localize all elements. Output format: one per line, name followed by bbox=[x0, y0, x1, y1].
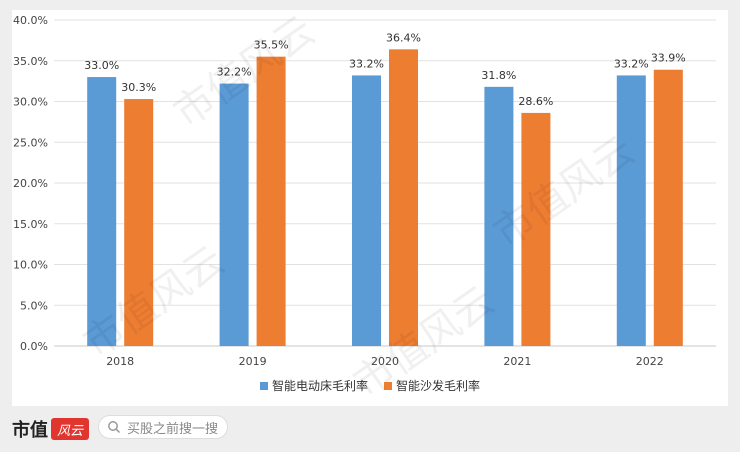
y-axis: 0.0% 5.0% 10.0% 15.0% 20.0% 25.0% 30.0% 35.0% 40… bbox=[13, 14, 48, 353]
legend-swatch bbox=[260, 382, 268, 390]
x-tick-label: 2020 bbox=[371, 355, 399, 368]
bars: 33.0%30.3%32.2%35.5%33.2%36.4%31.8%28.6%… bbox=[84, 31, 686, 347]
grid bbox=[54, 19, 716, 347]
bar bbox=[521, 112, 551, 346]
bar bbox=[256, 56, 286, 347]
data-label: 32.2% bbox=[217, 66, 252, 79]
y-tick-label: 20.0% bbox=[13, 177, 48, 190]
y-tick-label: 10.0% bbox=[13, 259, 48, 272]
search-box[interactable]: 买股之前搜一搜 bbox=[98, 415, 228, 439]
data-label: 31.8% bbox=[481, 69, 516, 82]
legend: 智能电动床毛利率 智能沙发毛利率 bbox=[260, 378, 480, 393]
legend-label: 智能电动床毛利率 bbox=[272, 378, 368, 393]
data-label: 30.3% bbox=[121, 81, 156, 94]
data-label: 36.4% bbox=[386, 31, 421, 44]
y-tick-label: 0.0% bbox=[20, 340, 48, 353]
y-tick-label: 25.0% bbox=[13, 136, 48, 149]
bar bbox=[616, 75, 646, 347]
bar bbox=[124, 99, 154, 347]
brand-logo: 市值 风云 bbox=[12, 416, 89, 442]
y-tick-label: 5.0% bbox=[20, 299, 48, 312]
data-label: 33.9% bbox=[651, 52, 686, 65]
x-tick-label: 2022 bbox=[636, 355, 664, 368]
bar bbox=[389, 49, 418, 347]
y-tick-label: 15.0% bbox=[13, 218, 48, 231]
y-tick-label: 30.0% bbox=[13, 96, 48, 109]
legend-swatch bbox=[384, 382, 392, 390]
search-icon bbox=[108, 421, 121, 434]
data-label: 28.6% bbox=[518, 95, 553, 108]
bar-chart: 0.0% 5.0% 10.0% 15.0% 20.0% 25.0% 30.0% 35.0% 40… bbox=[13, 14, 716, 393]
legend-label: 智能沙发毛利率 bbox=[396, 378, 480, 393]
bar bbox=[219, 83, 249, 346]
bar bbox=[484, 86, 514, 346]
bar bbox=[352, 75, 381, 347]
footer-bar: 市值 风云 买股之前搜一搜 bbox=[0, 406, 740, 452]
y-tick-label: 35.0% bbox=[13, 55, 48, 68]
x-tick-label: 2018 bbox=[106, 355, 134, 368]
y-tick-label: 40.0% bbox=[13, 14, 48, 27]
search-placeholder: 买股之前搜一搜 bbox=[127, 421, 219, 437]
x-axis: 2018 2019 2020 2021 2022 bbox=[106, 355, 664, 368]
x-tick-label: 2019 bbox=[239, 355, 267, 368]
chart-card: 0.0% 5.0% 10.0% 15.0% 20.0% 25.0% 30.0% 35.0% 40… bbox=[12, 8, 728, 407]
bar bbox=[87, 77, 117, 347]
brand-name: 市值 bbox=[12, 420, 48, 441]
bar bbox=[653, 69, 683, 346]
data-label: 33.2% bbox=[614, 57, 649, 70]
brand-seal: 风云 bbox=[51, 418, 89, 440]
data-label: 33.2% bbox=[349, 57, 384, 70]
data-label: 33.0% bbox=[84, 59, 119, 72]
x-tick-label: 2021 bbox=[503, 355, 531, 368]
data-label: 35.5% bbox=[254, 39, 289, 52]
